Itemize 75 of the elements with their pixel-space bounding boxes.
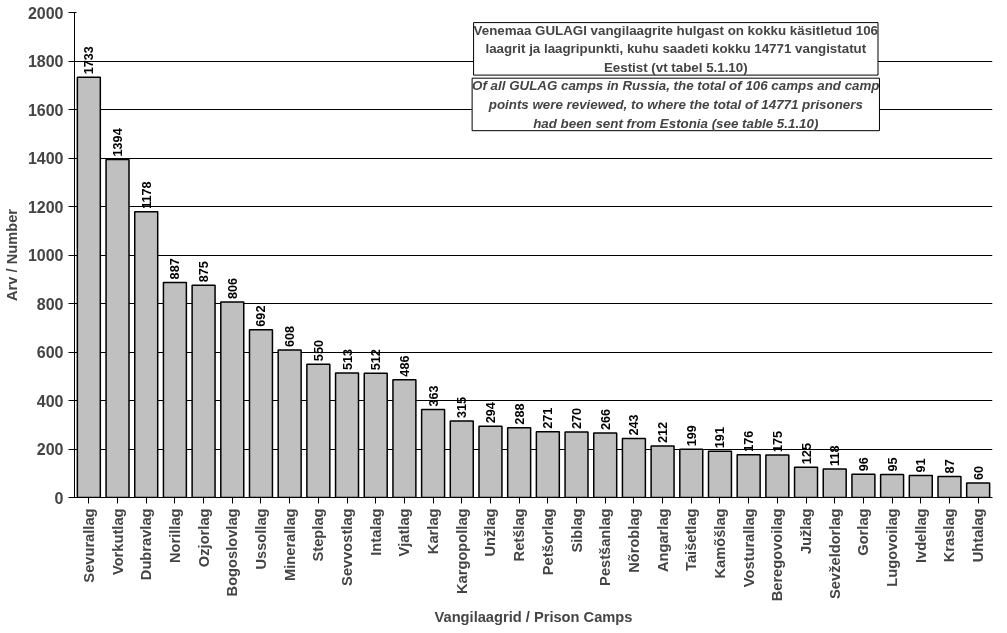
data-label: 176 [742, 430, 757, 452]
data-label: 96 [856, 457, 871, 472]
x-tick-label: Pestšanlag [597, 508, 614, 586]
data-label: 288 [512, 403, 527, 425]
x-tick-label: Siblag [568, 508, 585, 553]
x-tick-label: Ussollag [252, 508, 269, 570]
data-label: 95 [885, 457, 900, 472]
x-tick-label: Bogoslovlag [224, 508, 241, 597]
y-tick-label: 800 [36, 295, 64, 313]
x-tick-label: Ozjorlag [195, 508, 212, 568]
x-tick-label: Minerallag [281, 508, 298, 581]
y-tick-label: 600 [36, 344, 64, 361]
data-label: 1733 [82, 46, 97, 75]
x-tick-label: Taišetlag [683, 508, 700, 571]
x-tick-label: Vosturallag [740, 508, 757, 588]
x-tick-label: Vjatlag [396, 508, 413, 557]
x-tick-label: Uhtalag [970, 508, 987, 563]
x-tick-label: Angarlag [654, 508, 671, 573]
data-label: 875 [197, 261, 212, 283]
y-tick-label: 2000 [27, 4, 64, 22]
x-tick-label: Nõroblag [625, 508, 642, 573]
data-label: 212 [656, 421, 671, 444]
data-label: 806 [225, 277, 240, 300]
x-tick-label: Sevželdorlag [826, 508, 843, 599]
data-label: 315 [455, 396, 470, 419]
y-tick-label: 0 [54, 489, 64, 507]
x-tick-label: Steplag [310, 508, 327, 562]
data-label: 1394 [111, 128, 126, 157]
x-tick-label: Retšlag [511, 508, 528, 562]
x-axis-title: Vangilaagrid / Prison Camps [434, 609, 633, 626]
y-tick-label: 1000 [27, 247, 64, 264]
data-label: 271 [541, 407, 556, 429]
data-label: 266 [598, 408, 613, 430]
y-tick-label: 1200 [27, 198, 64, 216]
x-tick-label: Sevurallag [80, 508, 97, 583]
y-tick-label: 1600 [27, 101, 64, 119]
x-tick-label: Kraslag [941, 508, 958, 563]
x-tick-label: Vorkutlag [109, 508, 126, 575]
x-tick-label: Unžlag [482, 508, 499, 557]
data-label: 270 [570, 407, 585, 430]
x-tick-label: Petšorlag [539, 508, 556, 576]
x-tick-label: Dubravlag [138, 508, 155, 581]
x-tick-label: Beregovoilag [769, 508, 786, 602]
x-tick-label: Kamõšlag [711, 508, 728, 579]
x-tick-label: Karlag [425, 508, 442, 555]
x-tick-label: Intalag [367, 508, 384, 556]
data-label: 486 [397, 355, 412, 377]
data-label: 294 [483, 402, 498, 424]
data-label: 692 [254, 305, 269, 327]
x-tick-label: Gorlag [855, 508, 872, 556]
x-tick-label: Norillag [166, 508, 183, 564]
data-label: 608 [283, 325, 298, 348]
y-axis-title: Arv / Number [3, 208, 20, 302]
data-label: 243 [627, 414, 642, 436]
x-tick-label: Južlag [798, 508, 815, 555]
data-label: 363 [426, 385, 441, 407]
x-tick-label: Kargopollag [453, 508, 470, 594]
x-tick-label: Ivdellag [912, 508, 929, 564]
data-label: 60 [971, 465, 986, 480]
data-label: 513 [340, 348, 355, 371]
data-label: 887 [168, 258, 183, 280]
data-label: 118 [828, 445, 843, 466]
data-label: 1178 [139, 181, 154, 209]
x-tick-label: Lugovoilag [884, 508, 901, 587]
data-label: 125 [799, 443, 814, 465]
data-label: 175 [770, 430, 785, 453]
y-tick-label: 200 [36, 441, 64, 458]
y-tick-label: 400 [36, 392, 64, 410]
data-label: 191 [713, 427, 728, 449]
data-label: 199 [684, 425, 699, 447]
y-tick-label: 1800 [27, 53, 64, 70]
x-tick-label: Sevvostlag [339, 508, 356, 586]
y-tick-label: 1400 [27, 150, 64, 167]
data-label: 87 [942, 459, 957, 474]
data-label: 91 [914, 458, 929, 473]
